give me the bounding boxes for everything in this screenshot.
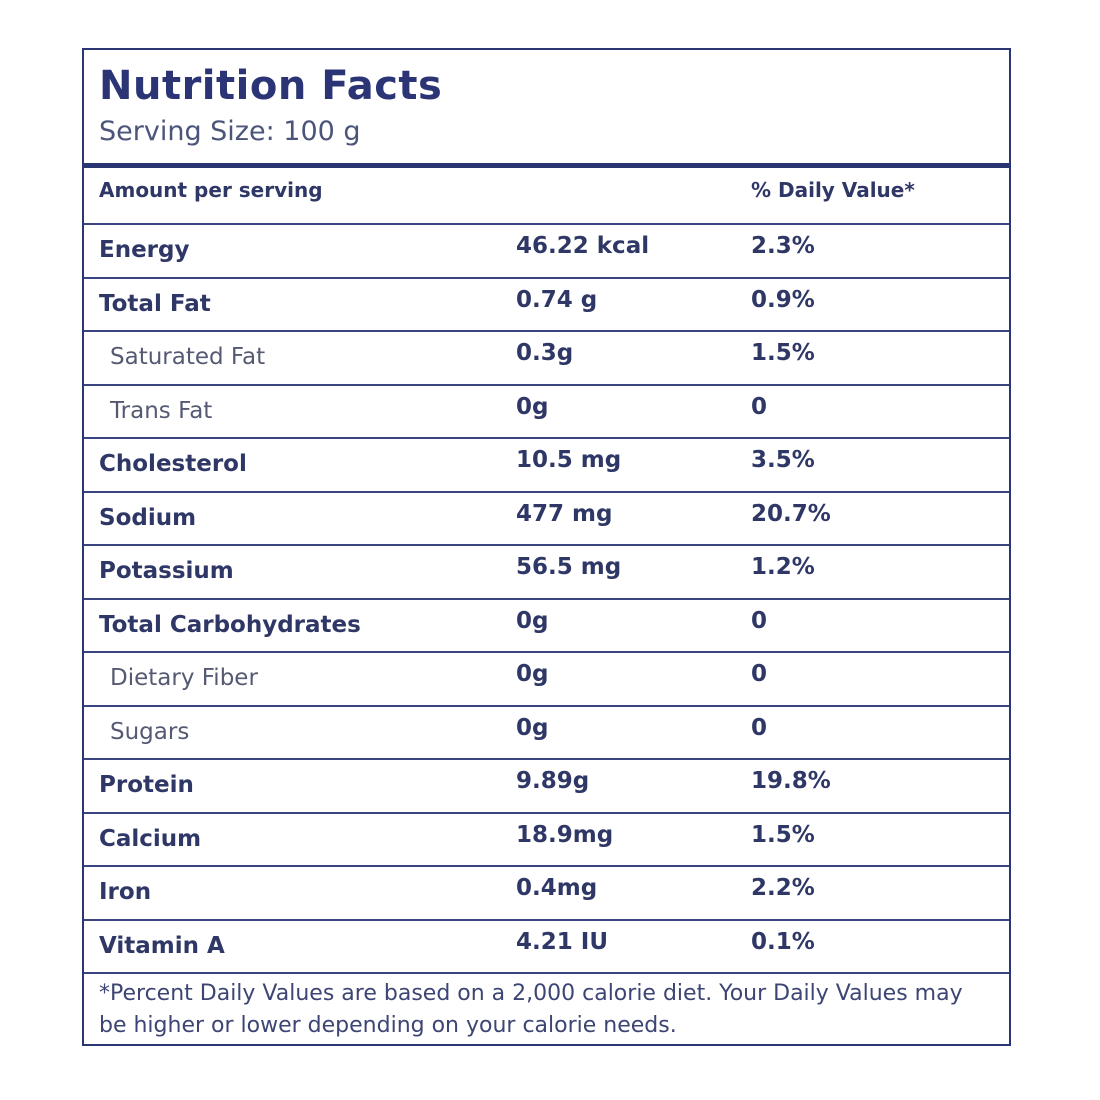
nutrient-amount: 0g bbox=[516, 714, 549, 741]
nutrient-row: Vitamin A 4.21 IU 0.1% bbox=[84, 918, 1009, 972]
nutrient-name: Iron bbox=[99, 879, 152, 905]
nutrient-amount: 0g bbox=[516, 607, 549, 634]
footnote-text: *Percent Daily Values are based on a 2,0… bbox=[99, 981, 963, 1038]
nutrient-name: Potassium bbox=[99, 558, 234, 584]
nutrient-amount: 4.21 IU bbox=[516, 928, 608, 955]
nutrient-amount: 0.3g bbox=[516, 340, 574, 366]
nutrient-row: Total Carbohydrates 0g 0 bbox=[84, 597, 1009, 651]
nutrient-daily-value: 0 bbox=[751, 661, 768, 687]
nutrient-daily-value: 0.1% bbox=[751, 928, 815, 955]
nutrient-daily-value: 1.2% bbox=[751, 554, 815, 580]
column-header-row: Amount per serving % Daily Value* bbox=[84, 168, 1009, 221]
nutrient-row: Potassium 56.5 mg 1.2% bbox=[84, 544, 1009, 597]
nutrient-daily-value: 1.5% bbox=[751, 821, 815, 848]
nutrient-daily-value: 0.9% bbox=[751, 286, 815, 313]
nutrient-daily-value: 2.3% bbox=[751, 233, 815, 259]
nutrient-row: Sugars 0g 0 bbox=[84, 704, 1009, 758]
nutrient-amount: 477 mg bbox=[516, 500, 613, 527]
nutrient-row: Dietary Fiber 0g 0 bbox=[84, 651, 1009, 704]
daily-value-header: % Daily Value* bbox=[751, 178, 915, 202]
label-title: Nutrition Facts bbox=[99, 63, 443, 109]
nutrient-daily-value: 0 bbox=[751, 393, 768, 420]
nutrient-daily-value: 19.8% bbox=[751, 768, 831, 794]
nutrient-row: Energy 46.22 kcal 2.3% bbox=[84, 223, 1009, 276]
nutrient-row: Saturated Fat 0.3g 1.5% bbox=[84, 330, 1009, 383]
nutrient-amount: 9.89g bbox=[516, 768, 590, 794]
nutrient-name: Protein bbox=[99, 772, 194, 798]
nutrition-facts-label: Nutrition Facts Serving Size: 100 g Amou… bbox=[82, 48, 1011, 1046]
nutrient-amount: 0g bbox=[516, 393, 549, 420]
nutrient-name: Saturated Fat bbox=[110, 344, 266, 370]
nutrient-row: Calcium 18.9mg 1.5% bbox=[84, 811, 1009, 865]
nutrient-amount: 56.5 mg bbox=[516, 554, 622, 580]
nutrient-name: Trans Fat bbox=[110, 397, 213, 424]
nutrient-name: Energy bbox=[99, 237, 190, 263]
nutrient-name: Cholesterol bbox=[99, 451, 247, 477]
nutrient-daily-value: 20.7% bbox=[751, 500, 831, 527]
nutrient-daily-value: 3.5% bbox=[751, 447, 815, 473]
nutrient-amount: 18.9mg bbox=[516, 821, 614, 848]
nutrient-amount: 10.5 mg bbox=[516, 447, 622, 473]
nutrient-name: Total Carbohydrates bbox=[99, 611, 361, 638]
nutrient-row: Total Fat 0.74 g 0.9% bbox=[84, 276, 1009, 330]
serving-size: Serving Size: 100 g bbox=[99, 116, 361, 147]
nutrient-row: Sodium 477 mg 20.7% bbox=[84, 490, 1009, 544]
nutrient-row: Trans Fat 0g 0 bbox=[84, 383, 1009, 437]
nutrient-amount: 0g bbox=[516, 661, 549, 687]
nutrient-name: Sugars bbox=[110, 718, 190, 745]
nutrient-row: Protein 9.89g 19.8% bbox=[84, 758, 1009, 811]
nutrient-name: Dietary Fiber bbox=[110, 665, 258, 691]
nutrient-name: Vitamin A bbox=[99, 932, 225, 959]
nutrient-amount: 0.74 g bbox=[516, 286, 598, 313]
nutrient-daily-value: 0 bbox=[751, 607, 768, 634]
nutrient-name: Total Fat bbox=[99, 290, 211, 317]
nutrient-daily-value: 2.2% bbox=[751, 875, 815, 901]
footnote: *Percent Daily Values are based on a 2,0… bbox=[84, 972, 1009, 1046]
nutrient-daily-value: 1.5% bbox=[751, 340, 815, 366]
amount-per-serving-header: Amount per serving bbox=[99, 178, 323, 202]
nutrient-name: Calcium bbox=[99, 825, 202, 852]
nutrient-amount: 46.22 kcal bbox=[516, 233, 650, 259]
nutrient-row: Iron 0.4mg 2.2% bbox=[84, 865, 1009, 918]
nutrient-row: Cholesterol 10.5 mg 3.5% bbox=[84, 437, 1009, 490]
nutrient-daily-value: 0 bbox=[751, 714, 768, 741]
nutrient-amount: 0.4mg bbox=[516, 875, 598, 901]
label-header: Nutrition Facts Serving Size: 100 g bbox=[84, 50, 1009, 168]
nutrient-name: Sodium bbox=[99, 504, 197, 531]
